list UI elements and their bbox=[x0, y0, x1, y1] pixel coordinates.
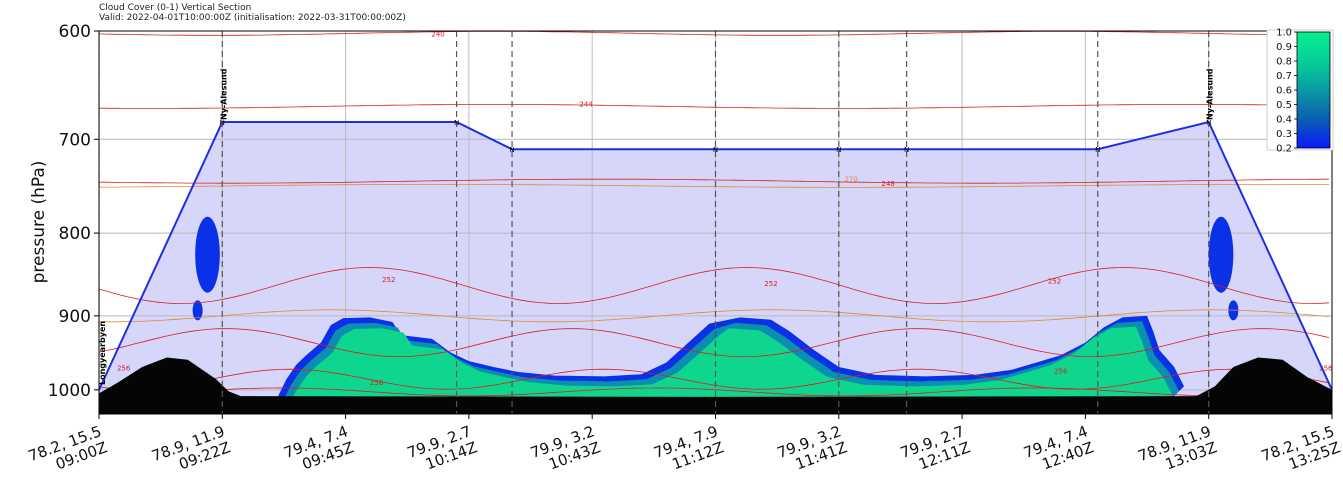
flight-track-line bbox=[99, 120, 1332, 391]
isotherm-label: 270 bbox=[844, 175, 857, 183]
terrain bbox=[99, 357, 1332, 414]
x-tick-label: 79.4, 7.409:45Z bbox=[281, 422, 356, 473]
colorbar-tick-label: 0.8 bbox=[1276, 57, 1292, 68]
isotherm-label: 256 bbox=[370, 379, 384, 387]
waypoint-label: Ny-Alesund bbox=[219, 68, 228, 120]
isotherm-line bbox=[99, 309, 1330, 323]
isotherm-label: 244 bbox=[579, 100, 593, 108]
isotherm-label: 240 bbox=[431, 31, 444, 39]
x-tick-label: 79.9, 3.211:41Z bbox=[775, 422, 850, 473]
isotherm-line bbox=[99, 184, 1329, 188]
colorbar-tick-label: 0.7 bbox=[1276, 71, 1292, 82]
colorbar-tick-label: 0.9 bbox=[1276, 42, 1292, 53]
x-tick-label: 79.9, 2.710:14Z bbox=[405, 422, 480, 473]
x-tick-label: 79.9, 3.210:43Z bbox=[528, 422, 603, 473]
y-tick-label: 600 bbox=[59, 22, 91, 42]
waypoint-label: Ny-Alesund bbox=[1206, 68, 1215, 120]
chart-subtitle: Valid: 2022-04-01T10:00:00Z (initialisat… bbox=[99, 13, 406, 23]
waypoint-marker: N bbox=[509, 146, 514, 154]
colorbar-bar bbox=[1296, 31, 1331, 149]
colorbar: 1.0 0.9 0.8 0.7 0.6 0.5 0.4 0.3 0.2 bbox=[1266, 28, 1334, 155]
x-tick-label: 78.9, 11.913:03Z bbox=[1136, 422, 1220, 473]
isotherm-label: 252 bbox=[1048, 277, 1061, 285]
chart-title: Cloud Cover (0-1) Vertical Section bbox=[99, 3, 251, 13]
x-tick-label: 78.9, 11.909:22Z bbox=[149, 422, 233, 473]
waypoint-marker: N bbox=[1206, 119, 1211, 127]
isotherm-line bbox=[99, 267, 1330, 304]
waypoint-marker: N bbox=[1095, 146, 1100, 154]
isotherm-label: 252 bbox=[764, 280, 777, 288]
isotherm-label: 256 bbox=[1319, 364, 1333, 372]
waypoint-marker: N bbox=[220, 119, 225, 127]
colorbar-tick-label: 0.4 bbox=[1276, 115, 1292, 126]
y-tick-label: 800 bbox=[59, 224, 91, 244]
cloud-blob bbox=[1208, 216, 1234, 293]
isotherm-line bbox=[99, 31, 1329, 36]
cloud-blob-small bbox=[192, 300, 203, 321]
isotherm-line bbox=[99, 328, 1330, 358]
cloud-layer-core bbox=[288, 326, 1173, 403]
waypoint-marker: N bbox=[454, 119, 459, 127]
x-tick-label: 79.4, 7.412:40Z bbox=[1021, 422, 1096, 473]
x-tick-label: 79.9, 2.712:11Z bbox=[898, 422, 973, 473]
isotherm-label: 256 bbox=[117, 364, 131, 372]
waypoint-marker: N bbox=[836, 146, 841, 154]
isotherm-line bbox=[99, 387, 1330, 397]
waypoint-label: Longyearbyen bbox=[98, 321, 107, 385]
colorbar-tick-label: 0.3 bbox=[1276, 129, 1292, 140]
y-tick-label: 700 bbox=[59, 130, 91, 150]
colorbar-tick-label: 0.2 bbox=[1276, 144, 1292, 155]
colorbar-tick-label: 1.0 bbox=[1276, 28, 1292, 39]
x-tick-label: 78.2, 15.513:25Z bbox=[1259, 422, 1343, 473]
y-tick-label: 900 bbox=[59, 307, 91, 327]
isotherm-label: 248 bbox=[881, 180, 894, 188]
isotherm-line bbox=[99, 178, 1329, 184]
isotherm-label: 252 bbox=[382, 276, 395, 284]
x-tick-label: 78.2, 15.509:00Z bbox=[26, 422, 110, 473]
waypoint-marker: N bbox=[713, 146, 718, 154]
y-tick-label: 1000 bbox=[48, 381, 91, 401]
isotherm-line bbox=[99, 104, 1330, 109]
isotherm-label: 256 bbox=[1054, 367, 1068, 375]
y-axis-label: pressure (hPa) bbox=[29, 161, 49, 284]
colorbar-tick-label: 0.6 bbox=[1276, 86, 1292, 97]
cloud-blob bbox=[195, 216, 220, 293]
colorbar-tick-label: 0.5 bbox=[1276, 100, 1292, 111]
waypoint-marker: N bbox=[904, 146, 909, 154]
isotherm-line bbox=[99, 368, 1330, 390]
x-tick-label: 79.4, 7.911:12Z bbox=[651, 422, 726, 473]
